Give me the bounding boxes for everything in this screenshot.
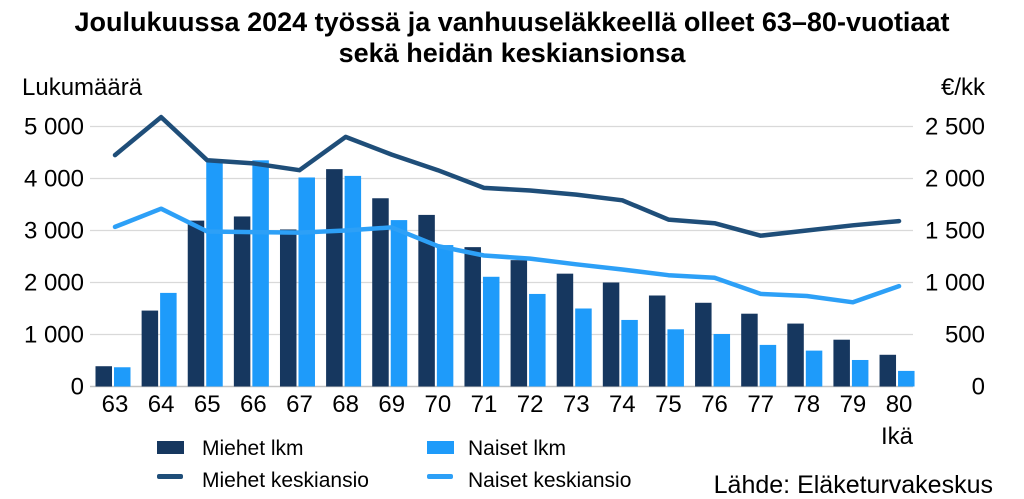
bar-miehet-lkm-68: [326, 169, 343, 387]
bar-naiset-lkm-69: [390, 220, 408, 387]
bar-miehet-lkm-78: [787, 323, 804, 387]
bar-naiset-lkm-63: [114, 367, 131, 387]
bar-miehet-lkm-73: [556, 273, 574, 387]
bar-naiset-lkm-70: [436, 245, 454, 387]
legend-label-naiset-lkm: Naiset lkm: [468, 437, 567, 460]
legend-swatch-naiset-keskiansio: [427, 474, 453, 479]
chart-title: Joulukuussa 2024 työssä ja vanhuuseläkke…: [0, 7, 1024, 69]
bar-naiset-lkm-79: [851, 359, 869, 387]
bar-miehet-lkm-79: [833, 339, 850, 387]
legend-swatch-naiset-lkm: [427, 441, 454, 454]
bar-miehet-lkm-76: [695, 302, 712, 387]
line-miehet-keskiansio: [112, 114, 902, 238]
bar-miehet-lkm-71: [464, 247, 481, 387]
left-y-tick-label: 4 000: [24, 166, 84, 193]
x-tick-label-76: 76: [701, 391, 728, 418]
x-axis-title: Ikä: [880, 423, 913, 450]
bar-naiset-lkm-80: [898, 370, 915, 387]
x-tick-label-78: 78: [793, 391, 820, 418]
bar-naiset-lkm-77: [759, 344, 777, 387]
left-axis-title: Lukumäärä: [22, 74, 143, 101]
bar-naiset-lkm-76: [713, 333, 731, 387]
x-tick-label-65: 65: [194, 391, 221, 418]
right-y-tick-label: 2 000: [925, 166, 985, 193]
bar-naiset-lkm-67: [298, 177, 315, 387]
legend-swatch-miehet-keskiansio: [157, 474, 183, 479]
left-y-tick-label: 2 000: [24, 270, 84, 297]
x-tick-label-68: 68: [332, 391, 359, 418]
x-tick-label-72: 72: [517, 391, 544, 418]
bar-naiset-lkm-64: [160, 292, 177, 387]
bar-miehet-lkm-65: [187, 220, 205, 387]
bar-miehet-lkm-69: [372, 198, 389, 387]
legend-label-miehet-keskiansio: Miehet keskiansio: [202, 469, 369, 492]
bar-miehet-lkm-67: [279, 229, 297, 387]
legend-swatch-miehet-lkm: [157, 441, 184, 454]
source-credit: Lähde: Eläketurvakeskus: [713, 471, 993, 499]
x-tick-label-75: 75: [655, 391, 682, 418]
x-tick-label-71: 71: [471, 391, 498, 418]
right-y-tick-label: 0: [972, 374, 985, 401]
chart-title-line1: Joulukuussa 2024 työssä ja vanhuuseläkke…: [74, 7, 950, 37]
bar-miehet-lkm-70: [418, 214, 435, 387]
x-tick-label-69: 69: [378, 391, 405, 418]
legend-label-naiset-keskiansio: Naiset keskiansio: [468, 469, 632, 492]
right-axis-title: €/kk: [940, 74, 985, 101]
x-tick-label-74: 74: [609, 391, 636, 418]
bar-naiset-lkm-72: [529, 293, 546, 387]
x-tick-label-67: 67: [286, 391, 313, 418]
bar-naiset-lkm-65: [206, 161, 223, 387]
x-tick-label-80: 80: [886, 391, 913, 418]
x-tick-label-79: 79: [840, 391, 867, 418]
right-y-tick-label: 1 000: [925, 270, 985, 297]
bar-naiset-lkm-75: [667, 329, 684, 387]
bar-naiset-lkm-66: [252, 160, 269, 387]
right-y-tick-label: 1 500: [925, 218, 985, 245]
x-tick-label-64: 64: [148, 391, 175, 418]
right-y-tick-label: 500: [945, 322, 985, 349]
bar-naiset-lkm-74: [621, 319, 638, 387]
bar-miehet-lkm-75: [648, 295, 666, 387]
right-y-tick-label: 2 500: [925, 114, 985, 141]
bar-miehet-lkm-66: [233, 216, 251, 387]
bar-miehet-lkm-80: [879, 354, 897, 387]
chart-title-line2: sekä heidän keskiansionsa: [338, 38, 686, 68]
left-y-tick-label: 0: [71, 374, 84, 401]
x-tick-label-73: 73: [563, 391, 590, 418]
bar-miehet-lkm-74: [602, 282, 620, 387]
bar-naiset-lkm-68: [344, 175, 362, 387]
legend-label-miehet-lkm: Miehet lkm: [202, 437, 304, 460]
left-y-tick-label: 5 000: [24, 114, 84, 141]
x-tick-label-70: 70: [424, 391, 451, 418]
line-naiset-keskiansio: [112, 206, 902, 305]
left-y-tick-label: 1 000: [24, 322, 84, 349]
bar-naiset-lkm-73: [575, 308, 592, 387]
bar-miehet-lkm-64: [141, 310, 159, 387]
x-tick-label-77: 77: [747, 391, 774, 418]
bar-miehet-lkm-72: [510, 260, 528, 387]
x-tick-label-66: 66: [240, 391, 267, 418]
bar-naiset-lkm-71: [482, 276, 500, 387]
x-tick-label-63: 63: [102, 391, 129, 418]
left-y-tick-label: 3 000: [24, 218, 84, 245]
bar-naiset-lkm-78: [805, 350, 823, 387]
bar-miehet-lkm-77: [741, 313, 758, 387]
bar-miehet-lkm-63: [95, 366, 112, 387]
